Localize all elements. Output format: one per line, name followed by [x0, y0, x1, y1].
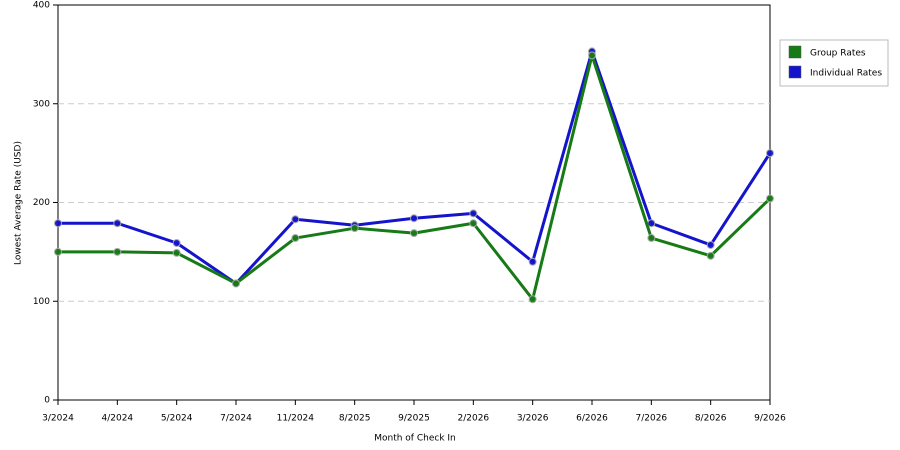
data-point	[350, 224, 359, 233]
x-tick-label: 3/2026	[517, 414, 549, 424]
data-point	[232, 279, 240, 288]
y-tick-label: 200	[33, 198, 50, 208]
x-tick-label: 5/2024	[161, 414, 193, 424]
legend-swatch	[788, 45, 802, 59]
legend-swatch	[788, 65, 802, 79]
data-point	[469, 209, 478, 218]
y-tick-label: 400	[33, 1, 50, 11]
x-tick-label: 11/2024	[277, 414, 315, 424]
data-point	[54, 219, 62, 228]
x-tick-label: 9/2026	[754, 414, 786, 424]
data-point	[113, 247, 122, 256]
data-point	[291, 234, 300, 243]
y-tick-label: 100	[33, 297, 50, 307]
x-tick-label: 7/2026	[635, 414, 667, 424]
legend-label: Individual Rates	[810, 69, 882, 79]
data-point	[410, 229, 418, 238]
x-tick-label: 9/2025	[398, 414, 430, 424]
data-point	[706, 240, 715, 249]
x-tick-label: 6/2026	[576, 414, 608, 424]
data-point	[469, 219, 478, 228]
data-point	[766, 149, 774, 158]
data-point	[291, 215, 300, 224]
series-line	[58, 53, 772, 301]
data-point	[172, 238, 181, 247]
series-line	[58, 49, 772, 285]
data-point	[588, 51, 596, 60]
x-tick-label: 2/2026	[457, 414, 489, 424]
data-point	[528, 257, 537, 266]
x-tick-label: 8/2025	[339, 414, 371, 424]
x-tick-label: 7/2024	[220, 414, 252, 424]
x-axis-label: Month of Check In	[374, 434, 456, 444]
x-tick-label: 8/2026	[695, 414, 727, 424]
y-axis-label: Lowest Average Rate (USD)	[14, 141, 24, 265]
data-point	[113, 219, 122, 228]
data-point	[706, 251, 715, 260]
legend-label: Group Rates	[810, 49, 866, 59]
y-tick-label: 0	[44, 396, 50, 406]
data-point	[54, 247, 62, 256]
x-tick-label: 3/2024	[42, 414, 74, 424]
data-point	[410, 214, 418, 223]
data-point	[766, 194, 774, 203]
data-point	[528, 295, 537, 304]
data-point	[172, 248, 181, 257]
data-point	[647, 234, 656, 243]
y-tick-label: 300	[33, 99, 50, 109]
x-tick-label: 4/2024	[101, 414, 133, 424]
